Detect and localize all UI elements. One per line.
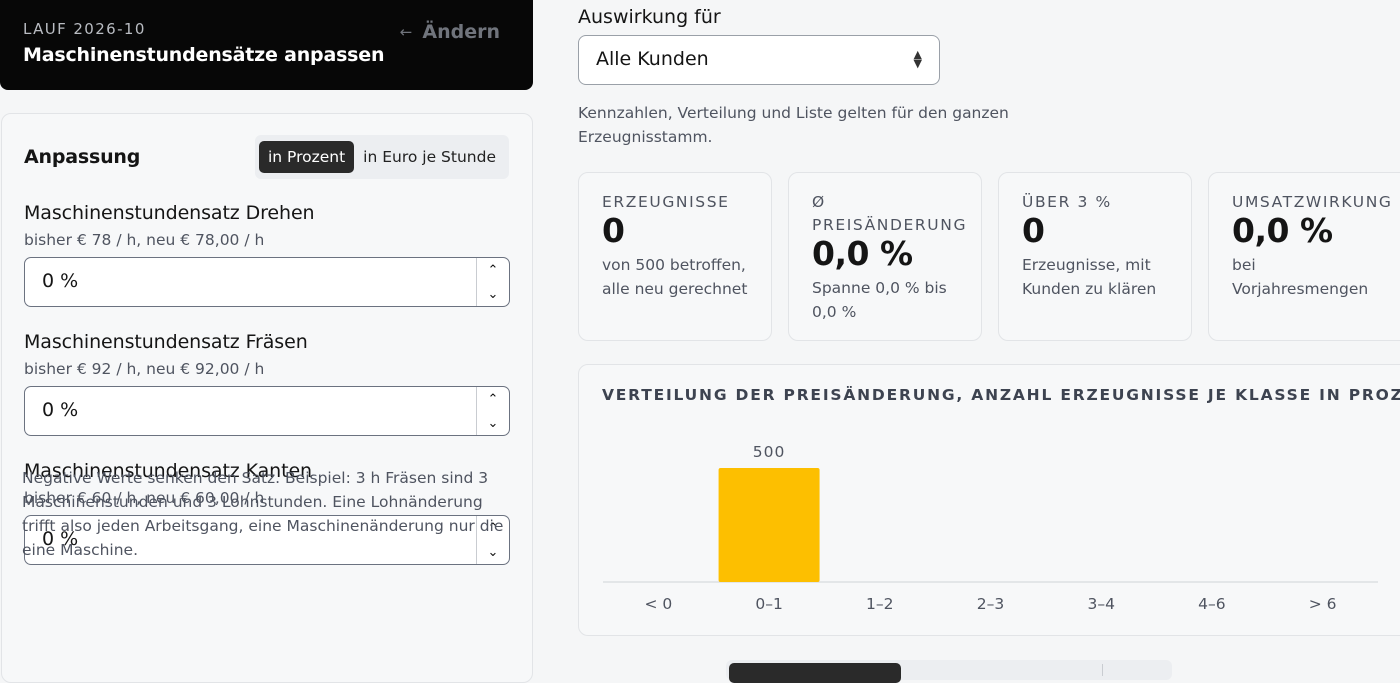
tick-label-5: 4–6 — [1198, 595, 1225, 613]
decrement-icon[interactable]: ⌄ — [487, 415, 499, 431]
chart-title: VERTEILUNG DER PREISÄNDERUNG, ANZAHL ERZ… — [602, 386, 1400, 404]
field-subtext: bisher € 78 / h, neu € 78,00 / h — [24, 231, 265, 249]
customer-select-value: Alle Kunden — [596, 48, 709, 70]
field-label: Maschinenstundensatz Kanten — [24, 460, 312, 482]
stepper: ⌃ ⌄ — [476, 258, 509, 306]
distribution-chart: VERTEILUNG DER PREISÄNDERUNG, ANZAHL ERZ… — [578, 364, 1400, 636]
tick-label-2: 1–2 — [866, 595, 893, 613]
kpi-description: Spanne 0,0 % bis 0,0 % — [812, 279, 947, 321]
rate-input-kanten[interactable]: 0 % ⌃ ⌄ — [24, 515, 510, 565]
adjustment-note: Negative Werte senken den Satz. Beispiel… — [22, 469, 504, 559]
kpi-heading: ÜBER 3 % — [1022, 193, 1112, 211]
page-title: Maschinenstundensätze anpassen — [23, 44, 385, 66]
run-header: LAUF 2026-10 Maschinenstundensätze anpas… — [0, 0, 533, 90]
rate-field-kanten: Maschinenstundensatz Kanten bisher € 60 … — [24, 456, 510, 585]
customer-select[interactable]: Alle Kunden ▲ ▼ — [578, 35, 940, 85]
kpi-card-umsatzwirkung: UMSATZWIRKUNG 0,0 % bei Vorjahresmengen — [1208, 172, 1400, 341]
bar-1 — [718, 468, 820, 582]
kpi-value: 0,0 % — [812, 234, 913, 273]
change-button-label: Ändern — [422, 21, 500, 43]
kpi-card-erzeugnisse: ERZEUGNISSE 0 von 500 betroffen, alle ne… — [578, 172, 772, 341]
data-label-1: 500 — [753, 443, 786, 461]
field-subtext: bisher € 92 / h, neu € 92,00 / h — [24, 360, 265, 378]
increment-icon[interactable]: ⌃ — [487, 262, 499, 278]
kpi-value: 0 — [602, 211, 625, 250]
unit-toggle: in Prozent in Euro je Stunde — [254, 135, 509, 179]
list-view-toggle — [726, 660, 1172, 683]
kpi-card-ueber-3: ÜBER 3 % 0 Erzeugnisse, mit Kunden zu kl… — [998, 172, 1192, 341]
tick-label-3: 2–3 — [977, 595, 1004, 613]
toggle-euro-per-hour[interactable]: in Euro je Stunde — [363, 148, 496, 166]
stepper: ⌃ ⌄ — [476, 387, 509, 435]
rate-input-value[interactable]: 0 % — [42, 528, 79, 550]
kpi-description: Erzeugnisse, mit Kunden zu klären — [1022, 256, 1157, 298]
rate-input-fraesen[interactable]: 0 % ⌃ ⌄ — [24, 386, 510, 436]
run-label: LAUF 2026-10 — [23, 20, 146, 38]
stepper: ⌃ ⌄ — [476, 516, 509, 564]
field-subtext: bisher € 60 / h, neu € 60,00 / h — [24, 489, 265, 507]
increment-icon[interactable]: ⌃ — [487, 391, 499, 407]
kpi-heading: UMSATZWIRKUNG — [1232, 193, 1393, 211]
change-button[interactable]: ← Ändern — [400, 21, 500, 43]
kpi-description: von 500 betroffen, alle neu gerechnet — [602, 256, 748, 298]
tick-label-4: 3–4 — [1087, 595, 1114, 613]
scope-label: Auswirkung für — [578, 6, 721, 28]
decrement-icon[interactable]: ⌄ — [487, 544, 499, 560]
tick-label-6: > 6 — [1309, 595, 1337, 613]
kpi-card-preisaenderung: Ø PREISÄNDERUNG 0,0 % Spanne 0,0 % bis 0… — [788, 172, 982, 341]
field-label: Maschinenstundensatz Drehen — [24, 202, 315, 224]
updown-chevron-icon: ▲ ▼ — [913, 48, 922, 70]
scope-hint: Kennzahlen, Verteilung und Liste gelten … — [578, 104, 1009, 146]
rate-input-drehen[interactable]: 0 % ⌃ ⌄ — [24, 257, 510, 307]
tick-label-0: < 0 — [644, 595, 672, 613]
chart-canvas: < 0 500 0–1 1–2 2–3 3–4 4–6 > 6 — [603, 443, 1378, 613]
kpi-heading: ERZEUGNISSE — [602, 193, 730, 211]
rate-input-value[interactable]: 0 % — [42, 270, 79, 292]
divider — [1102, 664, 1103, 676]
kpi-value: 0,0 % — [1232, 211, 1333, 250]
arrow-left-icon: ← — [399, 23, 413, 41]
rate-field-drehen: Maschinenstundensatz Drehen bisher € 78 … — [24, 198, 510, 327]
rate-field-fraesen: Maschinenstundensatz Fräsen bisher € 92 … — [24, 327, 510, 456]
list-view-toggle-active[interactable] — [729, 663, 901, 683]
field-label: Maschinenstundensatz Fräsen — [24, 331, 308, 353]
adjustment-panel: Anpassung in Prozent in Euro je Stunde M… — [1, 113, 533, 683]
increment-icon[interactable]: ⌃ — [487, 520, 499, 536]
toggle-percent[interactable]: in Prozent — [258, 141, 355, 173]
decrement-icon[interactable]: ⌄ — [487, 286, 499, 302]
tick-label-1: 0–1 — [755, 595, 782, 613]
rate-input-value[interactable]: 0 % — [42, 399, 79, 421]
kpi-value: 0 — [1022, 211, 1045, 250]
adjustment-title: Anpassung — [24, 146, 141, 168]
kpi-description: bei Vorjahresmengen — [1232, 256, 1369, 298]
kpi-heading: Ø PREISÄNDERUNG — [812, 193, 968, 234]
